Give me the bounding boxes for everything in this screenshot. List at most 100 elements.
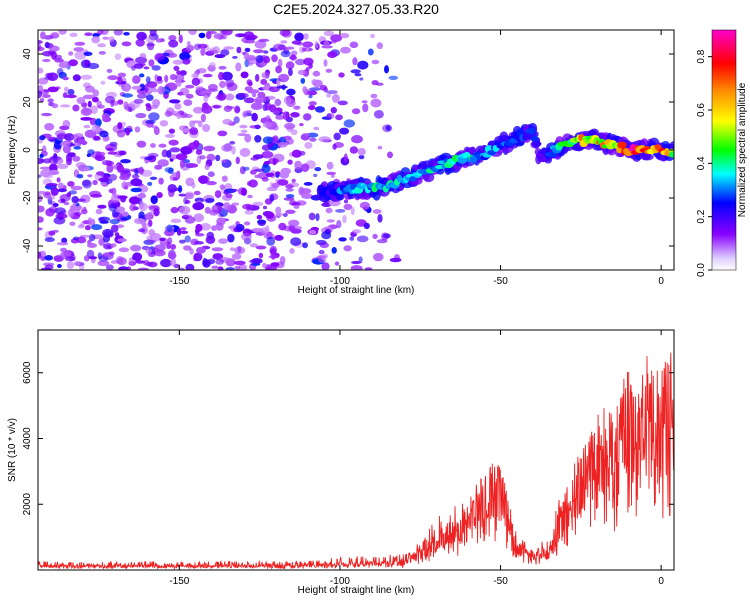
heatmap-noise-cell <box>44 89 49 93</box>
heatmap-noise-cell <box>84 225 91 231</box>
heatmap-noise-cell <box>48 230 56 236</box>
heatmap-noise-cell <box>340 46 351 54</box>
heatmap-noise-cell <box>280 40 288 44</box>
heatmap-noise-cell <box>382 233 391 239</box>
heatmap-noise-cell <box>285 184 294 189</box>
heatmap-noise-cell <box>106 147 114 151</box>
heatmap-noise-cell <box>370 93 378 99</box>
heatmap-noise-cell <box>291 202 301 206</box>
heatmap-noise-cell <box>209 62 216 68</box>
heatmap-trace-cell <box>530 135 538 143</box>
heatmap-noise-cell <box>343 153 348 163</box>
heatmap-noise-cell <box>76 198 86 202</box>
heatmap-noise-cell <box>211 265 219 269</box>
top-x-axis-ticks: -150 -100 -50 0 <box>169 30 664 287</box>
heatmap-noise-cell <box>205 31 212 40</box>
heatmap-noise-cell <box>183 99 193 106</box>
heatmap-noise-cell <box>164 167 174 173</box>
heatmap-noise-cell <box>189 248 194 255</box>
heatmap-noise-cell <box>195 149 203 155</box>
heatmap-noise-cell <box>274 234 284 241</box>
heatmap-noise-cell <box>91 36 100 44</box>
heatmap-noise-cell <box>214 190 222 199</box>
heatmap-noise-cell <box>254 40 267 49</box>
heatmap-noise-cell <box>333 132 341 141</box>
heatmap-noise-cell <box>234 265 241 270</box>
heatmap-noise-cell <box>285 46 295 50</box>
heatmap-noise-cell <box>326 161 334 170</box>
heatmap-noise-cell <box>52 154 58 164</box>
heatmap-noise-cell <box>106 68 113 73</box>
heatmap-noise-cell <box>315 213 320 222</box>
heatmap-noise-cell <box>153 208 160 217</box>
heatmap-noise-cell <box>188 30 197 36</box>
heatmap-noise-cell <box>57 188 67 193</box>
heatmap-noise-cell <box>100 181 107 186</box>
heatmap-noise-cell <box>225 78 235 88</box>
heatmap-noise-cell <box>184 192 194 200</box>
heatmap-noise-cell <box>266 236 276 246</box>
heatmap-noise-cell <box>303 113 312 121</box>
heatmap-noise-cell <box>221 71 233 81</box>
heatmap-noise-cell <box>370 33 375 39</box>
bottom-x-tick-label: -150 <box>169 576 189 587</box>
heatmap-noise-cell <box>304 141 313 149</box>
heatmap-noise-cell <box>288 219 300 227</box>
heatmap-noise-cell <box>222 118 233 125</box>
heatmap-noise-cell <box>237 92 249 99</box>
heatmap-noise-cell <box>175 153 188 161</box>
heatmap-noise-cell <box>279 30 291 37</box>
heatmap-noise-cell <box>44 123 55 131</box>
heatmap-noise-cell <box>298 150 306 156</box>
heatmap-noise-cell <box>338 237 347 242</box>
heatmap-noise-cell <box>272 135 279 144</box>
heatmap-noise-cell <box>217 266 224 270</box>
heatmap-noise-cell <box>253 168 265 172</box>
heatmap-noise-cell <box>128 257 134 265</box>
heatmap-noise-cell <box>314 40 319 49</box>
heatmap-noise-cell <box>244 210 254 215</box>
heatmap-noise-cell <box>88 234 96 242</box>
heatmap-noise-cell <box>68 190 77 195</box>
heatmap-noise-cell <box>337 100 348 106</box>
heatmap-noise-cell <box>240 71 249 79</box>
heatmap-noise-cell <box>308 62 313 69</box>
heatmap-noise-cell <box>38 157 44 164</box>
heatmap-noise-cell <box>351 135 363 144</box>
bottom-y-tick-label: 6000 <box>22 361 33 384</box>
colorbar-tick-label: 0.0 <box>696 263 707 277</box>
heatmap-noise-cell <box>278 141 288 148</box>
heatmap-noise-cell <box>253 49 264 54</box>
top-y-tick-label: -40 <box>22 238 33 253</box>
heatmap-noise-cell <box>68 51 74 56</box>
heatmap-noise-cell <box>42 58 51 63</box>
heatmap-noise-cell <box>144 156 154 161</box>
heatmap-noise-cell <box>158 177 164 185</box>
heatmap-noise-cell <box>311 79 318 86</box>
heatmap-noise-cell <box>76 97 86 105</box>
heatmap-noise-cell <box>318 249 325 255</box>
heatmap-noise-cell <box>90 194 103 198</box>
heatmap-noise-cell <box>218 238 228 244</box>
heatmap-noise-cell <box>120 195 127 203</box>
heatmap-noise-cell <box>291 40 302 45</box>
heatmap-noise-cell <box>338 72 345 78</box>
heatmap-noise-cell <box>73 47 85 52</box>
heatmap-noise-cell <box>313 173 318 178</box>
heatmap-noise-cell <box>146 35 155 44</box>
heatmap-noise-cell <box>211 225 217 231</box>
heatmap-noise-cell <box>102 228 114 238</box>
heatmap-noise-cell <box>110 224 119 233</box>
heatmap-noise-cell <box>110 243 117 248</box>
heatmap-noise-cell <box>130 187 142 193</box>
heatmap-noise-cell <box>119 174 130 181</box>
heatmap-noise-cell <box>91 224 103 231</box>
heatmap-noise-cell <box>67 152 76 158</box>
heatmap-noise-cell <box>125 128 130 136</box>
heatmap-noise-cell <box>69 221 76 227</box>
top-x-tick-label: 0 <box>658 276 664 287</box>
heatmap-noise-cell <box>84 32 93 36</box>
heatmap-noise-cell <box>42 262 55 267</box>
heatmap-noise-cell <box>107 75 119 81</box>
heatmap-noise-cell <box>70 185 83 191</box>
